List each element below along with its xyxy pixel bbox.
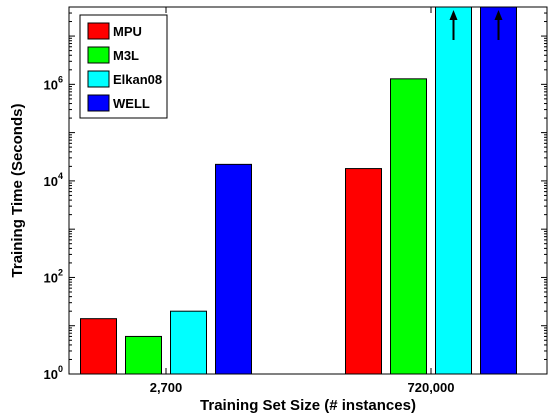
legend-swatch bbox=[87, 70, 110, 88]
bar-elkan08-1 bbox=[170, 310, 207, 375]
legend-swatch bbox=[87, 94, 110, 112]
bar-mpu-2 bbox=[345, 168, 382, 375]
legend-label: M3L bbox=[113, 48, 139, 63]
bar-m3l-1 bbox=[125, 335, 162, 375]
x-axis-label: Training Set Size (# instances) bbox=[200, 397, 416, 413]
x-categories-group: 2,700 720,000 bbox=[150, 7, 455, 395]
bar-m3l-2 bbox=[390, 78, 427, 375]
bar-well-2 bbox=[480, 6, 517, 375]
y-axis-label: Training Time (Seconds) bbox=[9, 104, 26, 278]
legend: MPU M3L Elkan08 WELL bbox=[79, 14, 168, 119]
bar-mpu-1 bbox=[80, 318, 117, 375]
y-tick-label: 106 bbox=[44, 74, 63, 92]
x-category-label: 720,000 bbox=[408, 380, 455, 395]
bar-elkan08-2 bbox=[435, 6, 472, 375]
plot-frame bbox=[68, 6, 548, 375]
y-tick-label: 100 bbox=[44, 364, 63, 382]
overflow-arrow-icon bbox=[449, 10, 458, 20]
bar-well-1 bbox=[215, 163, 252, 375]
bars-group bbox=[80, 6, 517, 375]
overflow-arrow-icon bbox=[494, 10, 503, 20]
y-ticks-group: 100 102 104 106 bbox=[44, 6, 547, 382]
y-tick-label: 104 bbox=[44, 171, 63, 189]
x-category-label: 2,700 bbox=[150, 380, 183, 395]
legend-label: Elkan08 bbox=[113, 72, 162, 87]
overflow-arrows-group bbox=[449, 10, 503, 40]
legend-swatch bbox=[87, 22, 110, 40]
legend-label: WELL bbox=[113, 96, 150, 111]
legend-label: MPU bbox=[113, 24, 142, 39]
legend-swatch bbox=[87, 46, 110, 64]
y-tick-label: 102 bbox=[44, 267, 63, 285]
